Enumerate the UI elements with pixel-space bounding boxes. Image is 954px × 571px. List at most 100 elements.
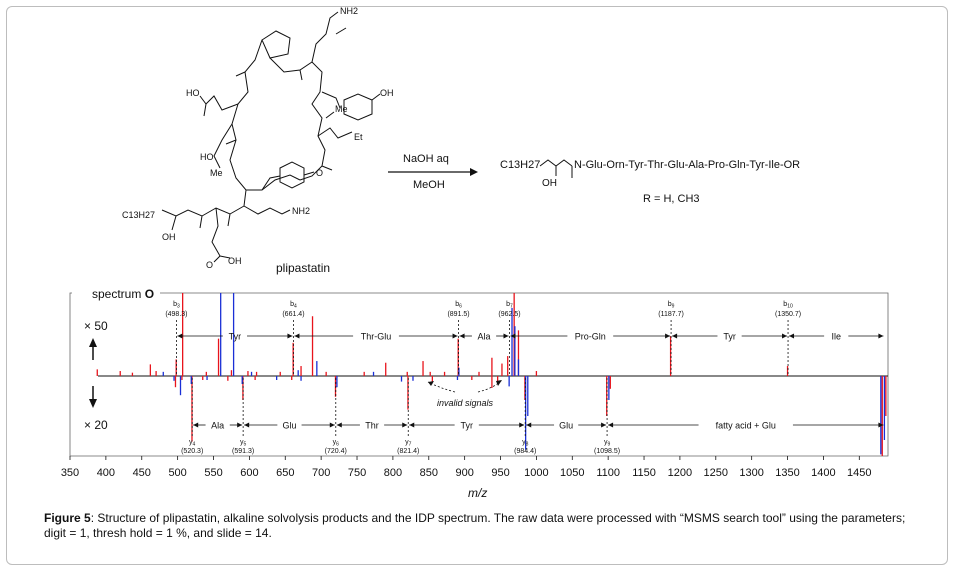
label-nh2-top: NH2 xyxy=(340,6,358,16)
label-glu-oh: OH xyxy=(228,256,242,266)
plipastatin-structure xyxy=(161,11,381,263)
b-ion-label-b9: b9 xyxy=(668,301,675,310)
b-segment-label-0: Tyr xyxy=(229,332,242,342)
y-ion-label-y7: y7 xyxy=(405,439,412,448)
product-chain: C13H27 xyxy=(500,159,540,171)
x-tick-label-400: 400 xyxy=(97,467,115,479)
label-o-ester: O xyxy=(316,168,323,178)
x-tick-label-950: 950 xyxy=(491,467,509,479)
y-ion-mz-y5: (591.3) xyxy=(232,448,254,455)
caption-text: : Structure of plipastatin, alkaline sol… xyxy=(44,511,906,540)
invalid-signals-label: invalid signals xyxy=(437,398,494,408)
y-ion-label-y9: y9 xyxy=(604,439,611,448)
x-tick-label-1350: 1350 xyxy=(775,467,799,479)
b-segment-label-2: Ala xyxy=(478,332,491,342)
y-segment-2: Thr xyxy=(336,421,408,431)
reaction-arrow xyxy=(388,168,478,176)
label-me-thr: Me xyxy=(210,168,223,178)
label-me-ile: Me xyxy=(335,104,348,114)
label-et: Et xyxy=(354,132,363,142)
x-tick-label-1400: 1400 xyxy=(811,467,835,479)
y-ion-mz-y8: (984.4) xyxy=(514,448,536,455)
spectrum-label: spectrum O xyxy=(92,287,154,301)
x-tick-label-450: 450 xyxy=(133,467,151,479)
y-segment-label-3: Tyr xyxy=(460,421,473,431)
label-c13h27: C13H27 xyxy=(122,210,155,220)
x-tick-label-1300: 1300 xyxy=(739,467,763,479)
b-segment-label-4: Tyr xyxy=(723,332,736,342)
b-segment-label-1: Thr-Glu xyxy=(361,332,392,342)
b-ion-label-b4: b4 xyxy=(290,301,297,310)
scale-top: × 50 xyxy=(84,319,108,333)
x-tick-label-1100: 1100 xyxy=(596,467,620,479)
x-tick-label-350: 350 xyxy=(61,467,79,479)
y-segment-label-4: Glu xyxy=(559,421,573,431)
y-ion-label-y5: y5 xyxy=(240,439,247,448)
b-segment-label-5: Ile xyxy=(831,332,841,342)
x-tick-label-800: 800 xyxy=(384,467,402,479)
y-segment-0: Ala xyxy=(193,421,243,431)
product-sequence: N-Glu-Orn-Tyr-Thr-Glu-Ala-Pro-Gln-Tyr-Il… xyxy=(574,159,800,171)
figure-frame xyxy=(6,6,948,565)
x-tick-label-750: 750 xyxy=(348,467,366,479)
y-ion-label-y8: y8 xyxy=(522,439,529,448)
scale-bottom: × 20 xyxy=(84,418,108,432)
y-ion-label-y6: y6 xyxy=(333,439,340,448)
y-segment-1: Glu xyxy=(244,421,335,431)
y-segment-label-0: Ala xyxy=(211,421,224,431)
b-segment-2: Ala xyxy=(459,332,509,342)
b-ion-mz-b10: (1350.7) xyxy=(775,311,801,318)
label-ho-thr: HO xyxy=(200,152,214,162)
b-ion-label-b10: b10 xyxy=(783,301,793,310)
x-tick-label-550: 550 xyxy=(204,467,222,479)
y-ion-label-y4: y4 xyxy=(189,439,196,448)
b-segment-3: Pro-Gln xyxy=(510,332,671,342)
x-tick-label-900: 900 xyxy=(455,467,473,479)
b-segment-1: Thr-Glu xyxy=(294,332,458,342)
y-segment-5: fatty acid + Glu xyxy=(608,421,884,431)
y-ion-mz-y7: (821.4) xyxy=(397,448,419,455)
caption-label: Figure 5 xyxy=(44,511,91,525)
x-tick-label-850: 850 xyxy=(420,467,438,479)
b-ion-mz-b9: (1187.7) xyxy=(658,311,684,318)
b-ion-mz-b3: (498.3) xyxy=(165,311,187,318)
x-tick-label-650: 650 xyxy=(276,467,294,479)
compound-name: plipastatin xyxy=(276,261,330,275)
y-ion-mz-y4: (520.3) xyxy=(181,448,203,455)
scale-top-arrow xyxy=(89,338,97,360)
x-axis-label: m/z xyxy=(468,486,487,500)
b-segment-4: Tyr xyxy=(672,332,788,342)
b-segment-0: Tyr xyxy=(177,332,293,342)
label-glu-o: O xyxy=(206,260,213,270)
x-tick-label-1450: 1450 xyxy=(847,467,871,479)
x-tick-label-1250: 1250 xyxy=(704,467,728,479)
invalid-signals-annotation: invalid signals xyxy=(427,379,503,408)
b-ion-label-b3: b3 xyxy=(173,301,180,310)
label-oh-right: OH xyxy=(380,88,394,98)
b-ion-mz-b4: (661.4) xyxy=(282,311,304,318)
y-segment-label-1: Glu xyxy=(282,421,296,431)
product-linker xyxy=(539,159,573,178)
x-tick-label-1000: 1000 xyxy=(524,467,548,479)
figure-caption: Figure 5: Structure of plipastatin, alka… xyxy=(44,511,914,541)
structure-atom-labels: NH2 HO OH Me Et HO Me NH2 C13H27 OH O OH… xyxy=(122,6,394,270)
reagent-naoh: NaOH aq xyxy=(403,153,449,165)
r-definition: R = H, CH3 xyxy=(643,193,700,205)
label-nh2-orn: NH2 xyxy=(292,206,310,216)
b-segment-5: Ile xyxy=(789,332,884,342)
x-tick-label-500: 500 xyxy=(168,467,186,479)
y-segment-3: Tyr xyxy=(409,421,525,431)
x-tick-label-700: 700 xyxy=(312,467,330,479)
x-tick-label-1150: 1150 xyxy=(632,467,656,479)
x-tick-label-1050: 1050 xyxy=(560,467,584,479)
y-segment-label-2: Thr xyxy=(365,421,379,431)
spectrum-panel: spectrum O × 50 × 20 b3(498.3) b4(661.4) b… xyxy=(61,287,889,500)
product-oh: OH xyxy=(542,178,557,189)
b-ion-mz-b6: (891.5) xyxy=(447,311,469,318)
scale-bottom-arrow xyxy=(89,386,97,408)
label-ho-left: HO xyxy=(186,88,200,98)
label-oh-fa: OH xyxy=(162,232,176,242)
y-segment-label-5: fatty acid + Glu xyxy=(716,421,776,431)
reagent-meoh: MeOH xyxy=(413,179,445,191)
